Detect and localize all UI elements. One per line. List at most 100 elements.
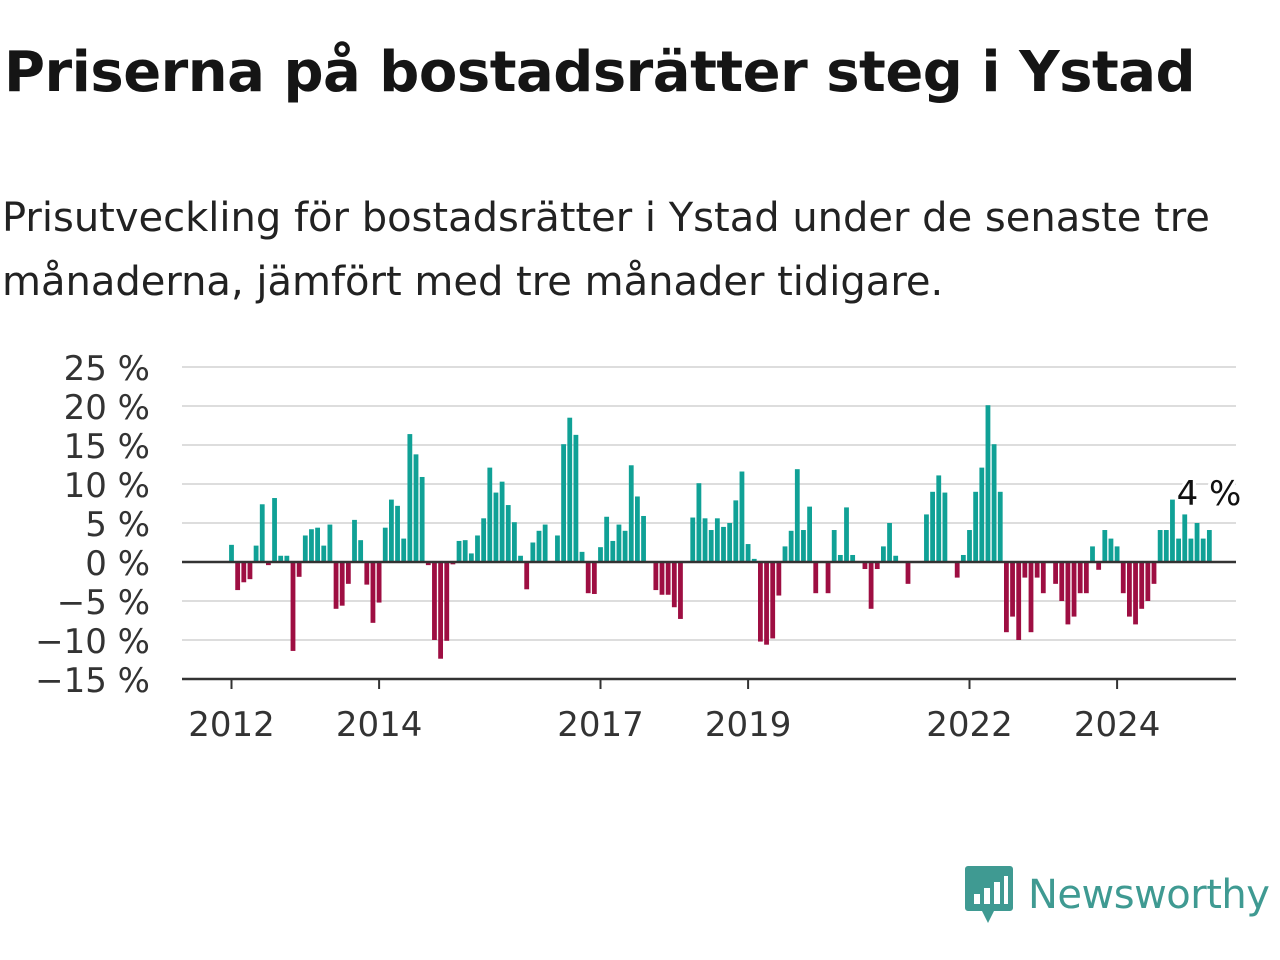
bar: [1200, 538, 1206, 562]
bar: [616, 524, 622, 562]
bar: [278, 555, 284, 562]
brand-name: Newsworthy: [1028, 872, 1270, 918]
bar: [954, 562, 960, 578]
bar: [825, 562, 831, 594]
bar: [376, 562, 382, 603]
bar: [1194, 523, 1200, 562]
bar: [1133, 562, 1138, 625]
bar: [610, 540, 616, 562]
bar: [339, 562, 345, 606]
bar: [881, 546, 886, 562]
bar: [671, 562, 677, 608]
bar: [296, 562, 302, 577]
bar: [936, 475, 942, 562]
tick-labels: 25 %20 %15 %10 %5 %0 %−5 %−10 %−15 % 2012…: [35, 349, 1244, 745]
y-tick-label: 20 %: [64, 388, 150, 428]
bar: [370, 562, 376, 623]
bar: [481, 518, 487, 562]
bar: [1151, 562, 1157, 584]
bar: [358, 540, 364, 562]
bar: [850, 554, 856, 562]
bar: [462, 540, 468, 562]
bar: [475, 535, 480, 562]
bar: [721, 526, 726, 562]
bar: [764, 562, 769, 645]
bar: [745, 544, 751, 562]
bar: [235, 562, 241, 591]
bar: [247, 562, 253, 580]
bar: [395, 505, 400, 562]
bar: [628, 465, 634, 562]
bar: [1004, 562, 1009, 633]
bar: [1010, 562, 1015, 617]
bar: [678, 562, 683, 619]
bar: [505, 505, 511, 562]
bar: [573, 434, 579, 562]
bar: [352, 519, 357, 562]
bar: [302, 535, 308, 562]
bar: [444, 562, 450, 641]
bar: [659, 562, 665, 595]
bar: [1053, 562, 1058, 584]
bar: [751, 558, 757, 562]
bar: [1028, 562, 1034, 633]
x-tick-label: 2019: [705, 705, 792, 745]
bar: [887, 523, 892, 562]
bar: [708, 530, 714, 562]
bar: [259, 504, 265, 562]
bar: [468, 553, 474, 562]
bar: [333, 562, 339, 609]
bar: [1163, 530, 1169, 562]
bar: [1071, 562, 1077, 617]
bar: [942, 492, 948, 562]
newsworthy-logo[interactable]: Newsworthy: [964, 864, 1270, 926]
bar: [253, 545, 259, 562]
x-tick-label: 2017: [557, 705, 644, 745]
axes: [182, 560, 1236, 689]
bar: [1096, 562, 1102, 570]
bar: [530, 542, 536, 562]
y-tick-label: 25 %: [64, 349, 150, 389]
bar: [1176, 538, 1181, 562]
bar: [524, 562, 530, 590]
bar: [924, 514, 929, 562]
bar: [591, 562, 597, 594]
bar: [1114, 546, 1120, 562]
bar: [1022, 562, 1028, 578]
bar: [364, 562, 370, 585]
bar: [1090, 546, 1095, 562]
bar: [739, 471, 745, 562]
bar: [1040, 562, 1046, 594]
bar: [493, 492, 499, 562]
y-tick-label: 5 %: [85, 505, 150, 545]
bar: [801, 530, 806, 562]
bar: [1206, 530, 1212, 562]
bar-chart: 25 %20 %15 %10 %5 %0 %−5 %−10 %−15 % 2012…: [35, 349, 1244, 745]
bar: [1077, 562, 1083, 594]
bar: [979, 467, 985, 562]
bar: [1182, 514, 1188, 562]
bar: [456, 540, 462, 562]
bar: [585, 562, 591, 594]
bar: [714, 518, 720, 562]
bar: [512, 522, 517, 562]
bar: [413, 454, 419, 562]
bar: [432, 562, 437, 640]
bar: [868, 562, 874, 609]
bar: [419, 476, 425, 562]
bar: [401, 538, 407, 562]
bar: [382, 527, 388, 562]
bar: [389, 499, 394, 562]
bar: [266, 562, 271, 566]
bar: [1102, 530, 1108, 562]
bar: [653, 562, 659, 591]
bar: [635, 496, 640, 562]
y-tick-label: 15 %: [64, 427, 150, 467]
bar: [844, 507, 849, 562]
bar: [997, 491, 1003, 562]
bar: [665, 562, 671, 595]
bar: [782, 546, 788, 562]
bar: [807, 506, 812, 562]
bar: [696, 483, 702, 562]
bar: [315, 527, 320, 562]
